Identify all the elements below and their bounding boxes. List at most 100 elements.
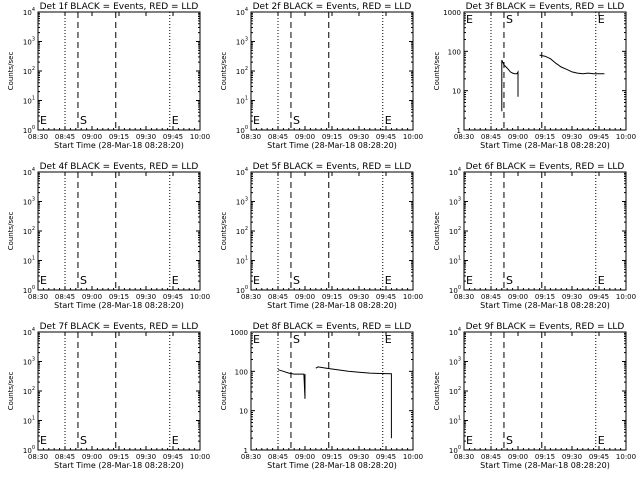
x-tick-label: 09:45: [163, 453, 183, 461]
y-tick-label: 101: [23, 256, 35, 266]
x-tick-label: 09:45: [589, 133, 609, 141]
y-tick-base: 10: [236, 228, 245, 236]
y-tick-label: 100: [23, 285, 35, 295]
x-axis-label: Start Time (28-Mar-18 08:28:20): [480, 141, 610, 150]
marker-e: E: [253, 114, 260, 127]
y-tick-label: 104: [23, 7, 35, 17]
y-tick-base: 10: [449, 447, 458, 455]
x-tick-label: 09:15: [322, 453, 342, 461]
plot-frame: [463, 331, 627, 451]
y-tick-base: 10: [236, 68, 245, 76]
y-tick-label: 103: [23, 37, 35, 47]
y-tick-base: 10: [23, 169, 32, 177]
x-tick-label: 09:00: [82, 133, 102, 141]
plot-frame: [250, 11, 414, 131]
x-tick-label: 09:45: [376, 293, 396, 301]
chart-title: Det 8f BLACK = Events, RED = LLD: [253, 322, 412, 332]
x-axis-label: Start Time (28-Mar-18 08:28:20): [267, 301, 397, 310]
y-tick-base: 10: [23, 127, 32, 135]
x-tick-label: 09:45: [376, 133, 396, 141]
x-tick-label: 08:45: [481, 133, 501, 141]
x-tick-label: 09:30: [136, 453, 156, 461]
x-tick-label: 09:15: [322, 133, 342, 141]
series-line-1: [277, 369, 306, 399]
x-tick-label: 09:30: [136, 293, 156, 301]
chart-title: Det 1f BLACK = Events, RED = LLD: [40, 2, 199, 12]
marker-e: E: [253, 274, 260, 287]
x-tick-label: 10:00: [403, 133, 423, 141]
y-tick-label: 102: [449, 386, 461, 396]
x-axis-label: Start Time (28-Mar-18 08:28:20): [54, 301, 184, 310]
chart-title: Det 2f BLACK = Events, RED = LLD: [253, 2, 412, 12]
y-tick-exponent: 4: [245, 7, 248, 13]
y-tick-label: 104: [23, 327, 35, 337]
marker-e: E: [40, 274, 47, 287]
y-tick-label: 103: [236, 197, 248, 207]
x-tick-label: 08:30: [28, 293, 48, 301]
x-tick-label: 10:00: [616, 133, 636, 141]
y-tick-exponent: 3: [245, 197, 248, 203]
x-tick-label: 08:30: [241, 293, 261, 301]
y-tick-base: 10: [23, 199, 32, 207]
marker-e: E: [598, 13, 605, 26]
y-tick-label: 103: [236, 37, 248, 47]
y-axis-label: Counts/sec: [220, 372, 228, 411]
y-axis-label: Counts/sec: [433, 372, 441, 411]
marker-e: E: [40, 434, 47, 447]
y-tick-base: 10: [23, 359, 32, 367]
y-tick-base: 10: [449, 228, 458, 236]
y-tick-exponent: 1: [245, 256, 248, 262]
x-tick-label: 09:15: [322, 293, 342, 301]
y-tick-label: 104: [236, 7, 248, 17]
y-tick-base: 10: [236, 98, 245, 106]
y-tick-base: 10: [23, 388, 32, 396]
x-tick-label: 08:45: [268, 293, 288, 301]
y-tick-label: 103: [23, 197, 35, 207]
y-tick-label: 102: [23, 386, 35, 396]
y-tick-base: 1000: [230, 329, 248, 337]
x-tick-label: 09:00: [82, 453, 102, 461]
y-tick-label: 100: [449, 285, 461, 295]
x-tick-label: 08:30: [241, 133, 261, 141]
chart-panel-6: Det 6f BLACK = Events, RED = LLD 08:30 08:…: [433, 162, 636, 310]
y-tick-base: 10: [449, 388, 458, 396]
marker-e: E: [40, 114, 47, 127]
chart-panel-4: Det 4f BLACK = Events, RED = LLD 08:30 08:…: [7, 162, 210, 310]
x-tick-label: 09:30: [562, 133, 582, 141]
chart-title: Det 9f BLACK = Events, RED = LLD: [466, 322, 625, 332]
y-tick-exponent: 1: [32, 416, 35, 422]
y-tick-exponent: 3: [458, 357, 461, 363]
y-tick-label: 1: [244, 447, 248, 455]
x-tick-label: 08:30: [454, 453, 474, 461]
plot-frame: [250, 331, 414, 451]
marker-s: S: [80, 114, 87, 127]
plot-frame: [463, 171, 627, 291]
x-tick-label: 09:30: [349, 133, 369, 141]
x-tick-label: 10:00: [190, 133, 210, 141]
x-tick-label: 08:45: [481, 293, 501, 301]
series-line-2: [315, 366, 392, 439]
plot-frame: [250, 171, 414, 291]
x-tick-label: 09:45: [589, 453, 609, 461]
y-tick-label: 100: [449, 445, 461, 455]
x-tick-label: 09:15: [535, 293, 555, 301]
marker-e: E: [466, 274, 473, 287]
y-tick-label: 102: [23, 66, 35, 76]
marker-s: S: [293, 274, 300, 287]
y-axis-label: Counts/sec: [7, 212, 15, 251]
y-tick-base: 10: [239, 408, 248, 416]
chart-panel-3: Det 3f BLACK = Events, RED = LLD 08:30 08:…: [433, 2, 636, 150]
chart-title: Det 6f BLACK = Events, RED = LLD: [466, 162, 625, 172]
x-tick-label: 09:15: [109, 453, 129, 461]
y-tick-exponent: 3: [32, 357, 35, 363]
x-tick-label: 09:00: [295, 133, 315, 141]
x-tick-label: 10:00: [616, 453, 636, 461]
y-tick-base: 10: [236, 169, 245, 177]
y-tick-base: 10: [452, 88, 461, 96]
y-tick-label: 100: [236, 285, 248, 295]
x-tick-label: 09:30: [136, 133, 156, 141]
y-tick-exponent: 3: [32, 37, 35, 43]
y-tick-label: 1000: [443, 9, 461, 17]
y-axis-label: Counts/sec: [433, 212, 441, 251]
